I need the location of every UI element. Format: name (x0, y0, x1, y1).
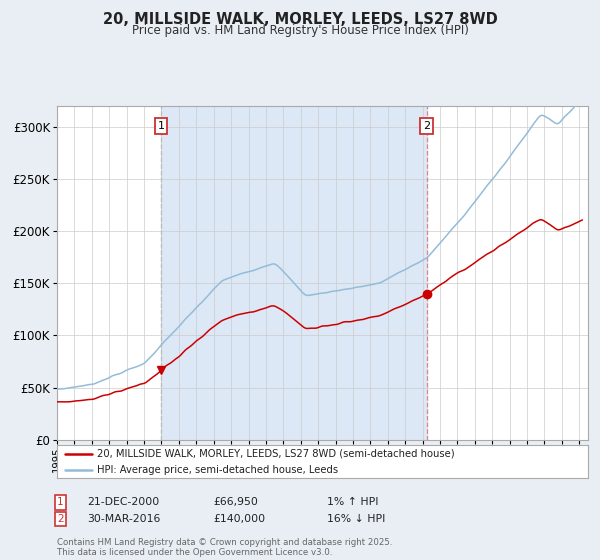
Text: £66,950: £66,950 (213, 497, 258, 507)
Text: HPI: Average price, semi-detached house, Leeds: HPI: Average price, semi-detached house,… (97, 465, 338, 474)
Text: 30-MAR-2016: 30-MAR-2016 (87, 514, 160, 524)
Text: Price paid vs. HM Land Registry's House Price Index (HPI): Price paid vs. HM Land Registry's House … (131, 24, 469, 36)
Text: 16% ↓ HPI: 16% ↓ HPI (327, 514, 385, 524)
Bar (161, 106, 427, 440)
Text: 2: 2 (423, 121, 430, 131)
Text: £140,000: £140,000 (213, 514, 265, 524)
Text: 1: 1 (157, 121, 164, 131)
Text: 2: 2 (57, 514, 64, 524)
Text: 21-DEC-2000: 21-DEC-2000 (87, 497, 159, 507)
Text: 1: 1 (57, 497, 64, 507)
Text: Contains HM Land Registry data © Crown copyright and database right 2025.
This d: Contains HM Land Registry data © Crown c… (57, 538, 392, 557)
Text: 1% ↑ HPI: 1% ↑ HPI (327, 497, 379, 507)
Text: 20, MILLSIDE WALK, MORLEY, LEEDS, LS27 8WD: 20, MILLSIDE WALK, MORLEY, LEEDS, LS27 8… (103, 12, 497, 27)
Text: 20, MILLSIDE WALK, MORLEY, LEEDS, LS27 8WD (semi-detached house): 20, MILLSIDE WALK, MORLEY, LEEDS, LS27 8… (97, 449, 454, 459)
